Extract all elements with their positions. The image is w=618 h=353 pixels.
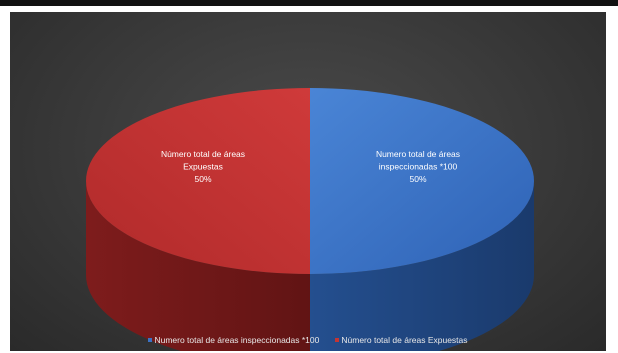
- pie-chart: Numero total de áreas inspeccionadas *100…: [86, 88, 534, 351]
- legend-swatch-blue: [148, 338, 153, 342]
- legend: Numero total de áreas inspeccionadas *10…: [10, 335, 606, 345]
- pie-slice-expuestas: [86, 88, 310, 274]
- pie-slice-inspeccionadas: [310, 88, 534, 274]
- pie-side-expuestas: [86, 181, 310, 351]
- data-label-expuestas: Número total de áreas Expuestas 50%: [161, 149, 245, 184]
- window-top-border: [0, 0, 618, 6]
- legend-swatch-red: [335, 338, 340, 342]
- data-label-inspeccionadas: Numero total de áreas inspeccionadas *100…: [376, 149, 460, 184]
- legend-label-inspeccionadas: Numero total de áreas inspeccionadas *10…: [154, 335, 320, 345]
- legend-label-expuestas: Número total de áreas Expuestas: [341, 335, 468, 345]
- chart-area: Numero total de áreas inspeccionadas *100…: [10, 12, 606, 351]
- pie-side-inspeccionadas: [310, 181, 534, 351]
- legend-item-inspeccionadas: Numero total de áreas inspeccionadas *10…: [148, 335, 319, 345]
- legend-item-expuestas: Número total de áreas Expuestas: [335, 335, 468, 345]
